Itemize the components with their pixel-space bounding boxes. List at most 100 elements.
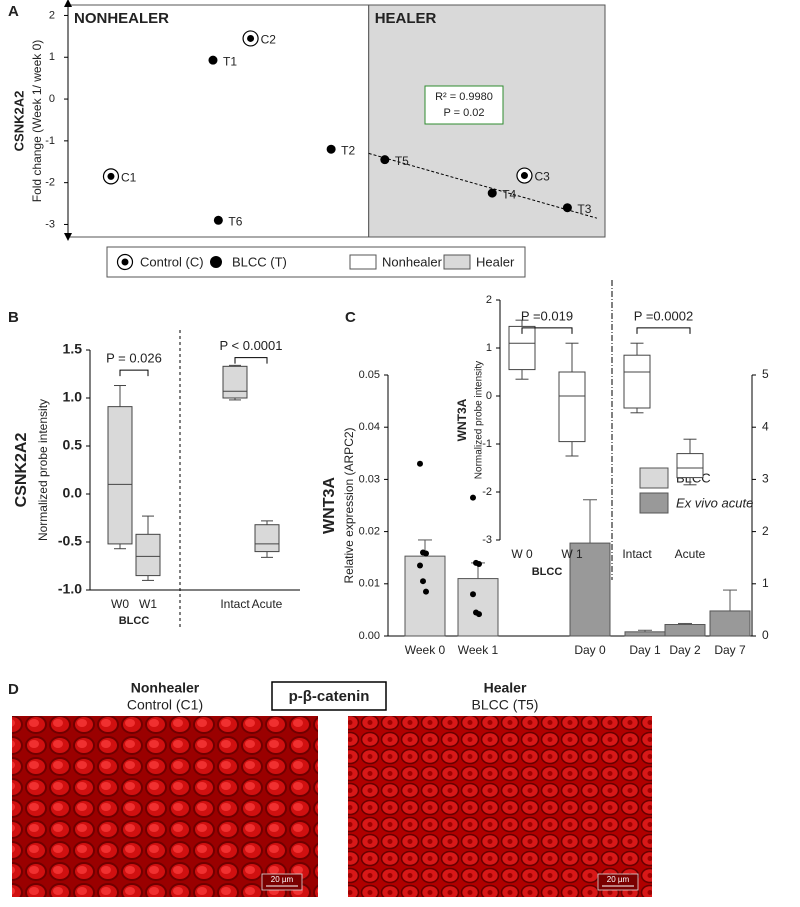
image-title: Nonhealer (131, 680, 200, 696)
bar (457, 578, 499, 637)
y2-tick-label: 3 (762, 472, 769, 486)
image-subtitle: BLCC (T5) (472, 697, 539, 713)
legend-swatch (349, 254, 377, 270)
bracket (234, 357, 268, 364)
point (326, 144, 336, 154)
scale-label: 20 µm (271, 875, 294, 884)
y2-tick-label: 2 (762, 524, 769, 538)
y2-tick-label: 4 (762, 419, 769, 433)
x-tick-label: W1 (139, 597, 157, 611)
y2-tick-label: 1 (762, 576, 769, 590)
point (213, 215, 223, 225)
y-tick-label: 2 (486, 294, 492, 306)
comparison-label: P =0.0002 (634, 308, 693, 323)
comparison-label: P = 0.026 (106, 351, 162, 366)
y-axis-subtitle: Normalized probe intensity (474, 361, 485, 479)
legend-label: BLCC (T) (232, 254, 287, 269)
x-tick-label: Acute (252, 597, 283, 611)
y-tick-label: -3 (482, 534, 492, 546)
point (487, 188, 497, 198)
y-tick-label: 0 (49, 93, 55, 105)
y-axis-title: CSNK2A2 (11, 91, 26, 152)
stain-box (271, 681, 387, 711)
point-label: C2 (261, 33, 277, 47)
box (222, 365, 248, 399)
x-tick-label: Day 1 (629, 643, 661, 657)
panel-label: A (8, 3, 19, 20)
x-tick-label: Week 0 (405, 643, 446, 657)
annotation: P = 0.02 (443, 107, 484, 119)
y-tick-label: 0.05 (359, 369, 380, 381)
x-tick-label: Acute (675, 547, 706, 561)
panel-label: B (8, 309, 19, 326)
trendline (368, 152, 598, 219)
box (254, 524, 280, 553)
data-point (470, 591, 476, 598)
legend-label: Control (C) (140, 254, 204, 269)
box (135, 533, 161, 577)
x-tick-label: Day 2 (669, 643, 701, 657)
y-axis-title: CSNK2A2 (13, 433, 30, 508)
point-label: C3 (534, 170, 550, 184)
region (67, 4, 370, 238)
x-tick-label: W 0 (511, 547, 533, 561)
panel-label: C (345, 309, 356, 326)
y-axis-subtitle: Relative expression (ARPC2) (342, 427, 356, 583)
point (247, 34, 255, 42)
y-axis-subtitle: Normalized probe intensity (36, 399, 50, 541)
y-tick-label: 0.5 (63, 437, 83, 453)
point-label: T3 (577, 202, 591, 216)
x-tick-label: Day 0 (574, 643, 606, 657)
region-label: NONHEALER (74, 10, 169, 27)
y-tick-label: 0.03 (359, 473, 380, 485)
point-label: T4 (502, 187, 516, 201)
y-tick-label: 0.0 (63, 485, 83, 501)
bracket (636, 327, 691, 334)
y-tick-label: 0.04 (359, 421, 380, 433)
x-tick-label: W 1 (561, 547, 583, 561)
y-axis-subtitle: Fold change (Week 1/ week 0) (30, 40, 44, 203)
point-label: T1 (223, 54, 237, 68)
box (558, 371, 586, 443)
data-point (470, 494, 476, 501)
annotation: R² = 0.9980 (435, 91, 493, 103)
x-tick-label: Week 1 (458, 643, 499, 657)
point-label: C1 (121, 171, 137, 185)
x-tick-label: W0 (111, 597, 129, 611)
y-tick-label: 1.5 (63, 341, 83, 357)
y-tick-label: 1 (486, 342, 492, 354)
axis-arrow (64, 233, 72, 241)
point-label: T6 (228, 214, 242, 228)
comparison-label: P < 0.0001 (219, 338, 282, 353)
stain-label: p-β-catenin (289, 688, 370, 705)
y-tick-label: 0.00 (359, 630, 380, 642)
x-tick-label: Intact (622, 547, 652, 561)
group-label: BLCC (532, 566, 563, 578)
x-tick-label: Day 7 (714, 643, 746, 657)
point-label: T2 (341, 143, 355, 157)
y-tick-label: -0.5 (58, 533, 82, 549)
legend-marker (121, 258, 129, 266)
data-point (420, 578, 426, 585)
micrograph (12, 716, 318, 897)
y-axis-title: WNT3A (455, 398, 469, 441)
y-tick-label: -1.0 (58, 581, 82, 597)
bar (404, 555, 446, 637)
y-tick-label: -2 (45, 177, 55, 189)
y-tick-label: -1 (45, 135, 55, 147)
group-label: BLCC (119, 615, 150, 627)
y-axis-title: WNT3A (321, 477, 338, 534)
data-point (417, 460, 423, 467)
point (380, 155, 390, 165)
y-tick-label: -1 (482, 438, 492, 450)
bar (664, 624, 706, 637)
scale-label: 20 µm (607, 875, 630, 884)
box (107, 406, 133, 545)
legend-marker (210, 256, 222, 268)
y-tick-label: 0.01 (359, 578, 380, 590)
point (107, 172, 115, 180)
panel-label: D (8, 681, 19, 698)
data-point (423, 550, 429, 557)
bracket (119, 369, 149, 377)
